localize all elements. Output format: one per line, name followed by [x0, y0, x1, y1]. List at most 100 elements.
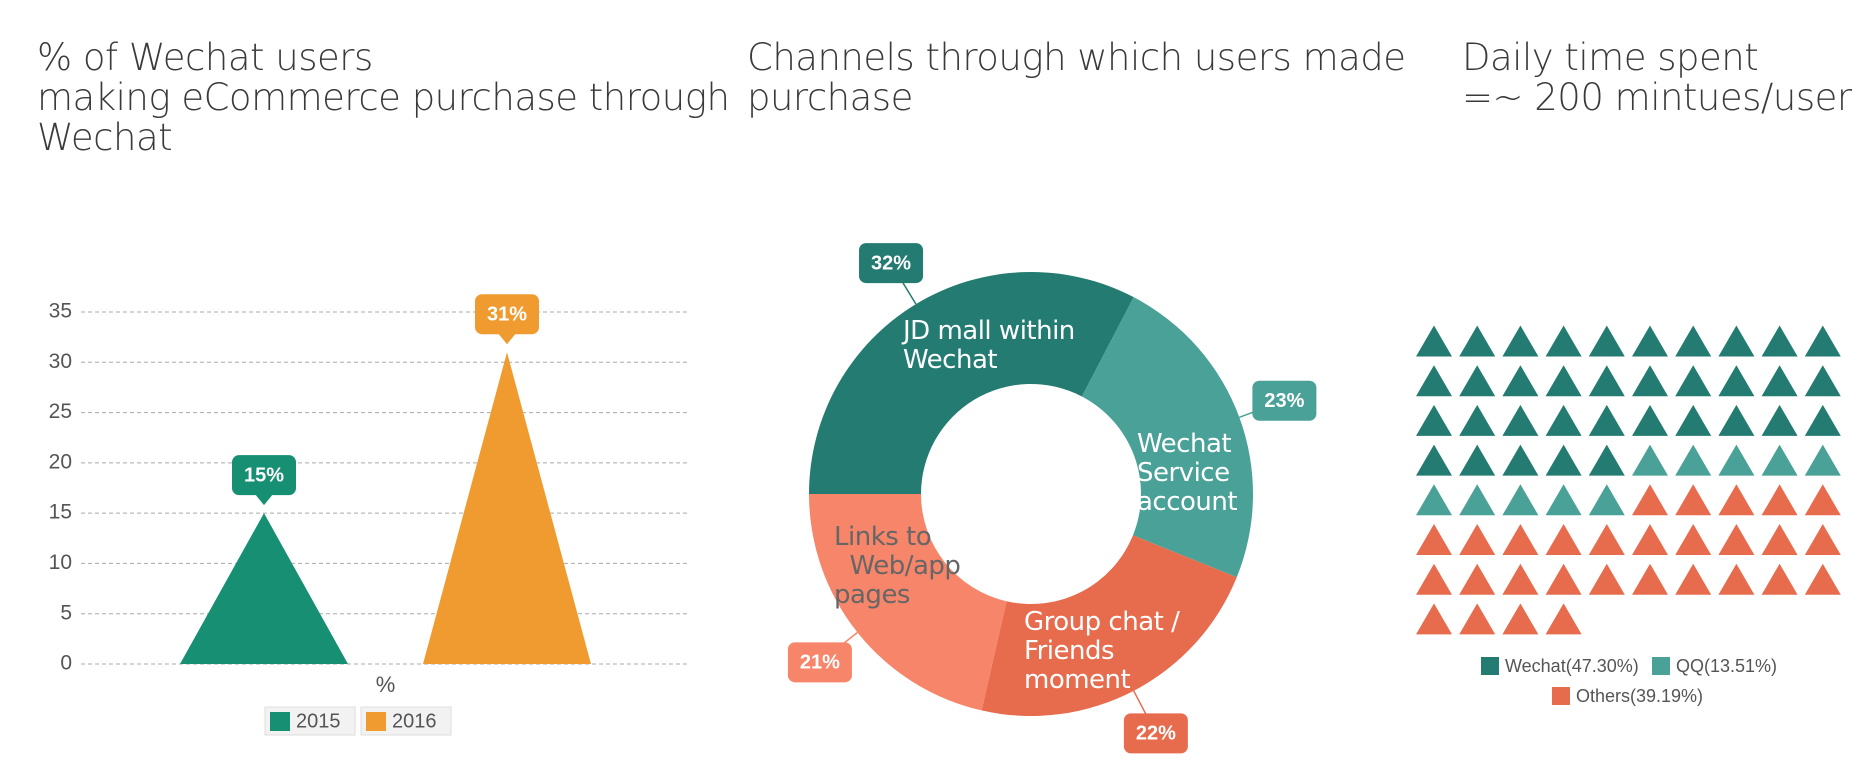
waffle-icon — [1675, 563, 1712, 595]
waffle-icon — [1718, 444, 1755, 476]
y-tick-label: 5 — [60, 601, 72, 624]
y-tick-label: 20 — [49, 450, 72, 473]
legend-swatch — [1481, 657, 1499, 675]
value-label: 22% — [1136, 723, 1176, 745]
waffle-icon — [1459, 404, 1496, 436]
bar — [180, 513, 348, 664]
waffle-icon — [1416, 524, 1452, 555]
waffle-icon — [1416, 603, 1452, 635]
waffle-icon — [1761, 365, 1798, 397]
waffle-icon — [1545, 444, 1582, 476]
waffle-icon — [1761, 563, 1798, 595]
waffle-icon — [1459, 603, 1496, 635]
legend-swatch — [366, 712, 386, 731]
waffle-icon — [1502, 404, 1539, 436]
waffle-icon — [1804, 524, 1841, 555]
waffle-icon — [1416, 325, 1452, 357]
y-tick-label: 0 — [60, 652, 72, 675]
waffle-icon — [1804, 484, 1841, 516]
waffle-icon — [1675, 365, 1712, 397]
legend-swatch — [1652, 657, 1670, 675]
waffle-icon — [1804, 365, 1841, 397]
value-label: 15% — [244, 464, 284, 486]
waffle-icon — [1545, 524, 1582, 555]
waffle-icon — [1459, 484, 1496, 516]
waffle-icon — [1588, 365, 1625, 397]
waffle-icon — [1588, 325, 1625, 357]
donut-slice — [809, 272, 1134, 494]
x-tick-label: % — [376, 672, 396, 697]
waffle-icon — [1632, 404, 1668, 436]
legend-label: Wechat(47.30%) — [1505, 656, 1639, 676]
waffle-icon — [1804, 563, 1841, 595]
waffle-icon — [1416, 404, 1452, 436]
value-label-box — [475, 294, 539, 335]
waffle-icon — [1761, 325, 1798, 357]
waffle-icon — [1761, 404, 1798, 436]
value-label-box — [1252, 380, 1317, 421]
waffle-icon — [1804, 444, 1841, 476]
waffle-icon — [1718, 484, 1755, 516]
y-tick-label: 25 — [49, 400, 72, 423]
waffle-icon — [1804, 404, 1841, 436]
waffle-icon — [1804, 325, 1841, 357]
waffle-icon — [1718, 404, 1755, 436]
waffle-icon — [1502, 603, 1539, 635]
value-label-pointer — [498, 333, 516, 345]
waffle-icon — [1718, 563, 1755, 595]
waffle-icon — [1459, 563, 1496, 595]
value-label-box — [859, 243, 924, 284]
waffle-icon — [1588, 444, 1625, 476]
waffle-icon — [1675, 404, 1712, 436]
chart-title: % of Wechat users making eCommerce purch… — [37, 36, 730, 159]
waffle-icon — [1459, 365, 1496, 397]
legend-label: 2016 — [392, 710, 437, 732]
waffle-icon — [1459, 524, 1496, 555]
waffle-icon — [1761, 524, 1798, 555]
waffle-icon — [1718, 325, 1755, 357]
value-label: 31% — [487, 304, 527, 326]
value-label-box — [1123, 713, 1188, 754]
waffle-icon — [1718, 524, 1755, 555]
waffle-icon — [1588, 404, 1625, 436]
legend-label: Others(39.19%) — [1576, 686, 1703, 706]
waffle-icon — [1545, 603, 1582, 635]
legend-swatch — [1552, 687, 1570, 705]
waffle-icon — [1545, 325, 1582, 357]
value-label: 21% — [800, 652, 840, 674]
waffle-icon — [1675, 444, 1712, 476]
waffle-icon — [1502, 484, 1539, 516]
waffle-icon — [1588, 484, 1625, 516]
y-tick-label: 15 — [49, 501, 72, 524]
legend-label: QQ(13.51%) — [1676, 656, 1777, 676]
waffle-icon — [1545, 484, 1582, 516]
waffle-icon — [1416, 484, 1452, 516]
waffle-icon — [1545, 563, 1582, 595]
waffle-icon — [1632, 484, 1668, 516]
waffle-icon — [1502, 563, 1539, 595]
waffle-icon — [1459, 325, 1496, 357]
waffle-icon — [1675, 484, 1712, 516]
waffle-icon — [1632, 365, 1668, 397]
waffle-icon — [1588, 563, 1625, 595]
chart-title: Daily time spent =~ 200 mintues/user — [1462, 36, 1852, 119]
y-tick-label: 35 — [49, 300, 72, 323]
waffle-icon — [1761, 484, 1798, 516]
waffle-icon — [1502, 444, 1539, 476]
slice-label: Links to Web/app pages — [834, 522, 961, 610]
y-tick-label: 10 — [49, 551, 72, 574]
waffle-icon — [1416, 563, 1452, 595]
waffle-icon — [1502, 365, 1539, 397]
value-label: 23% — [1264, 390, 1304, 412]
waffle-icon — [1718, 365, 1755, 397]
value-label: 32% — [871, 252, 911, 274]
waffle-icon — [1545, 404, 1582, 436]
legend-label: 2015 — [296, 710, 341, 732]
value-label-box — [787, 642, 852, 683]
waffle-icon — [1632, 325, 1668, 357]
waffle-icon — [1502, 325, 1539, 357]
chart-title: Channels through which users made purcha… — [747, 36, 1406, 119]
y-tick-label: 30 — [49, 350, 72, 373]
